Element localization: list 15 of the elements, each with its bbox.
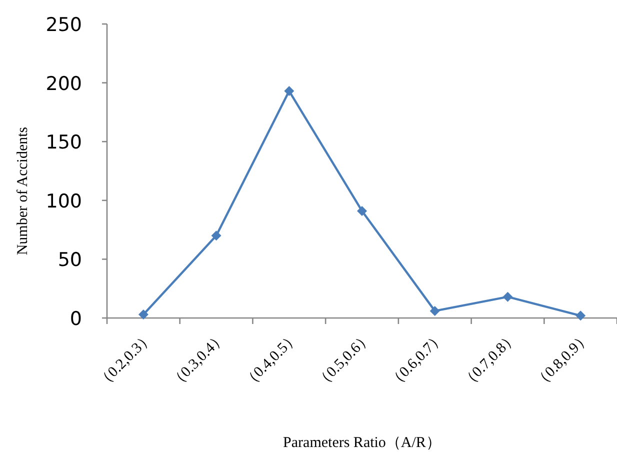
y-tick-label: 0 (70, 308, 82, 330)
point (284, 86, 294, 96)
y-tick-label: 50 (58, 249, 82, 272)
point (576, 310, 586, 321)
y-tick-label: 250 (46, 14, 82, 36)
point (211, 230, 222, 241)
y-tick-label: 100 (46, 190, 82, 212)
point (430, 306, 440, 316)
y-tick-label: 150 (46, 132, 82, 154)
x-axis-title: Parameters Ratio（A/R） (283, 435, 441, 451)
point (138, 309, 148, 320)
point (502, 292, 513, 302)
y-tick-label: 200 (46, 72, 82, 95)
point (357, 206, 367, 216)
y-axis-title: Number of Accidents (15, 126, 31, 256)
